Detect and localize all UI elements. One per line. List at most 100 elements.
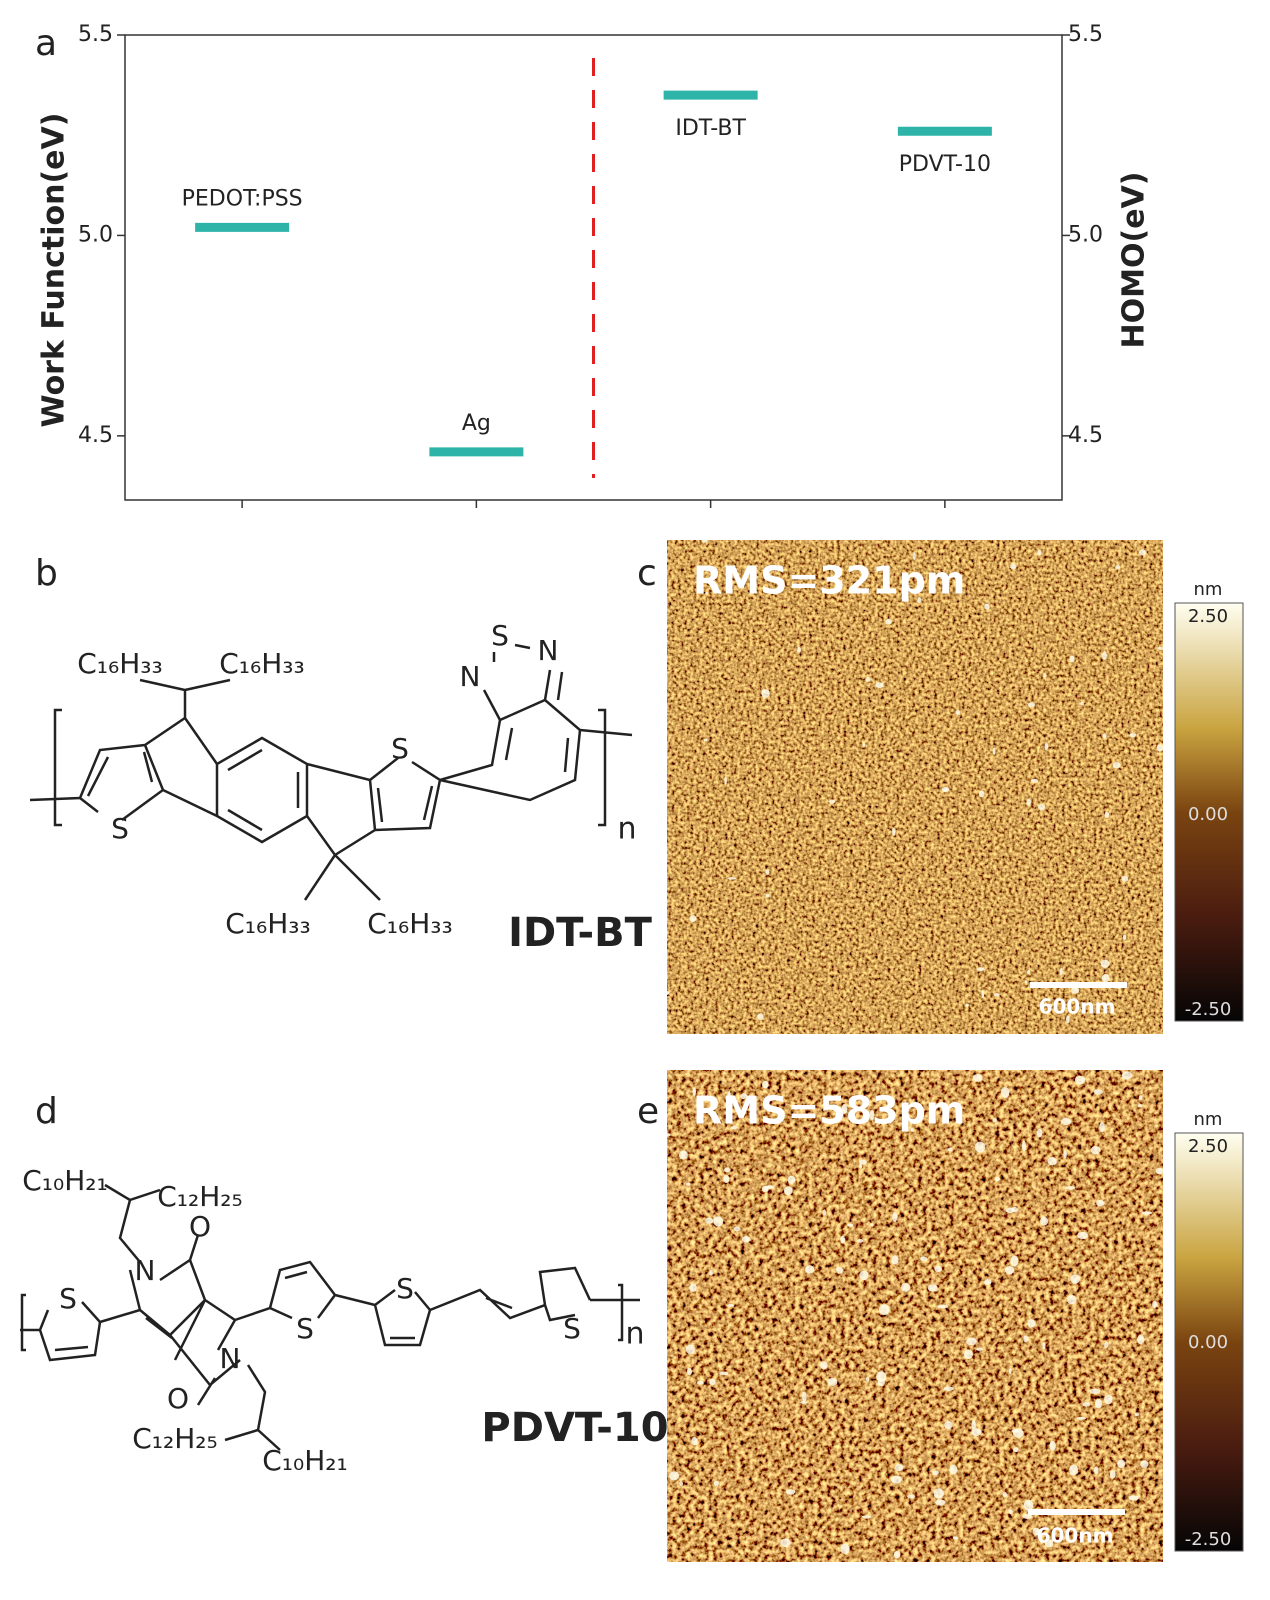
grain (757, 1013, 764, 1020)
plot-frame (124, 34, 1063, 501)
grain (1070, 1274, 1081, 1284)
grain (901, 1282, 911, 1292)
grain (765, 869, 770, 875)
panel-label: c (637, 553, 657, 594)
grain (890, 1475, 902, 1484)
afm-topography (666, 1069, 1164, 1563)
grain (785, 1489, 796, 1495)
grain (797, 646, 801, 653)
grain (1067, 1294, 1077, 1305)
grain (783, 1186, 793, 1196)
grain (906, 1494, 916, 1499)
panel-label: d (35, 1091, 58, 1132)
y-axis-label: Work Function(eV) (37, 113, 72, 428)
grain (1155, 1167, 1163, 1175)
structure-pdvt-10: O N N O S S S S C₁₀H₂₁ C₁₂H₂₅ C₁₂H₂₅ C₁₀… (20, 1164, 669, 1477)
grain (1112, 762, 1121, 769)
grain (1117, 1459, 1126, 1469)
grain (933, 1488, 944, 1499)
grain (1093, 1466, 1099, 1474)
grain (1141, 1211, 1153, 1215)
substituent: C₁₀H₂₁ (262, 1444, 348, 1477)
grain (1011, 1206, 1018, 1213)
grain (932, 1470, 939, 1476)
grain (892, 827, 896, 836)
substituent: C₁₆H₃₃ (77, 647, 163, 680)
grain (1138, 1095, 1143, 1101)
grain (727, 1303, 735, 1307)
grain (1063, 1149, 1067, 1159)
grain (1031, 778, 1039, 783)
colorbar (1174, 602, 1244, 1022)
grain (1000, 1086, 1010, 1098)
colorbar-tick: 0.00 (1188, 804, 1228, 825)
level-label: PDVT-10 (899, 152, 991, 177)
colorbar (1174, 1132, 1244, 1552)
substituent: C₁₆H₃₃ (219, 647, 305, 680)
scale-bar-label: 600nm (1039, 995, 1116, 1019)
grain (685, 1344, 696, 1355)
grain (976, 967, 985, 971)
grain (966, 1337, 977, 1346)
grain (1010, 1255, 1019, 1267)
y2-tick-label: 5.5 (1068, 22, 1103, 47)
polymer-name: IDT-BT (508, 910, 653, 956)
grain (1137, 1104, 1143, 1108)
repeat-index: n (625, 1317, 644, 1352)
grain (1008, 1509, 1013, 1515)
y2-tick-label: 4.5 (1068, 423, 1103, 448)
grain (1004, 1265, 1015, 1275)
grain (1021, 1140, 1026, 1152)
grain (869, 1109, 875, 1121)
afm-image: RMS=321pm 600nm nm 2.50 0.00 -2.50 (666, 539, 1244, 1035)
grain (1023, 1335, 1029, 1343)
grain (1129, 733, 1137, 738)
grain (859, 1270, 869, 1281)
grain (1136, 1334, 1145, 1345)
grain (920, 1256, 928, 1262)
grain (836, 1266, 844, 1274)
atom: S (491, 619, 509, 652)
grain (1011, 1429, 1020, 1433)
grain (1047, 1157, 1057, 1166)
grain (689, 1283, 697, 1292)
grain (1102, 651, 1107, 660)
grain (1037, 549, 1042, 556)
grain (802, 1391, 807, 1403)
substituent: C₁₂H₂₅ (132, 1422, 218, 1455)
grain (719, 1371, 729, 1376)
grain (761, 1185, 769, 1193)
atom: N (460, 660, 481, 693)
grain (740, 1093, 748, 1100)
grain (984, 1279, 992, 1286)
grain (974, 1141, 986, 1153)
grain (949, 1464, 958, 1475)
panel-label: b (35, 553, 58, 594)
grain (1027, 1318, 1036, 1328)
grain (865, 676, 871, 683)
grain (1024, 980, 1028, 984)
grain (678, 1150, 688, 1160)
grain (955, 710, 961, 715)
grain (976, 1347, 983, 1351)
grain (1065, 1186, 1076, 1190)
grain (952, 1536, 959, 1540)
grain (841, 1103, 848, 1115)
atom: N (135, 1254, 156, 1287)
grain (1026, 798, 1032, 806)
grain (696, 1380, 704, 1385)
substituent: C₁₆H₃₃ (367, 907, 453, 940)
grain (691, 1436, 698, 1446)
atom: S (296, 1312, 314, 1345)
grain (1036, 1128, 1043, 1138)
grain (679, 1481, 683, 1487)
grain (1069, 655, 1075, 663)
grain (859, 1159, 867, 1165)
level-label: PEDOT:PSS (182, 186, 303, 211)
grain (1104, 811, 1110, 819)
grain (820, 1361, 828, 1370)
grain (689, 915, 697, 923)
grain (1090, 1146, 1101, 1155)
grain (724, 1167, 731, 1173)
grain (1022, 1514, 1033, 1519)
